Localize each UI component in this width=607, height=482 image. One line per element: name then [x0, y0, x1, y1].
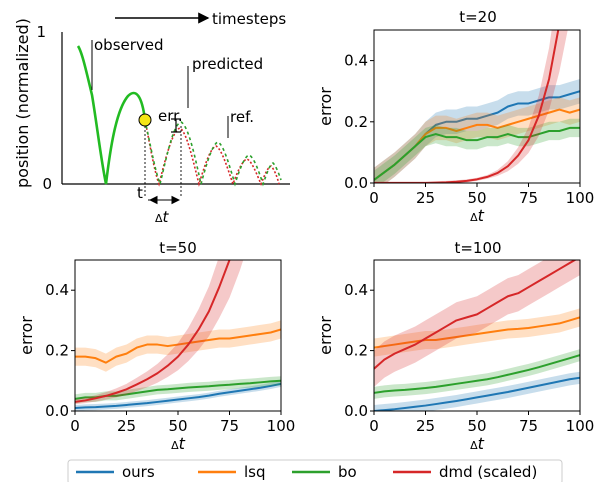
x-tick-label: 100	[566, 417, 595, 435]
y-tick-label: 0.0	[344, 174, 368, 192]
y-axis-label: error	[17, 316, 36, 355]
y-tick-label: 0.4	[344, 281, 368, 299]
lsq-line	[75, 328, 281, 364]
chart-title: t=20	[459, 8, 497, 26]
x-tick-label: 0	[70, 417, 80, 435]
ours-line	[75, 382, 281, 409]
dmd-band	[75, 260, 244, 405]
delta-t-label: Δt	[155, 208, 170, 226]
chart-title: t=100	[454, 239, 501, 257]
bo-line	[374, 126, 580, 181]
x-tick-label: 50	[467, 417, 486, 435]
x-tick-label: 25	[416, 189, 435, 207]
timesteps-label: timesteps	[212, 10, 286, 28]
y-tick-label: 0.2	[45, 342, 69, 360]
lsq-band	[75, 320, 281, 372]
legend-label-bo: bo	[338, 463, 357, 481]
ref-label: ref.	[230, 108, 254, 126]
y-axis-label: error	[316, 316, 335, 355]
bo-band	[374, 349, 580, 399]
y-tick-label: 0.0	[45, 402, 69, 420]
legend-label-dmd: dmd (scaled)	[439, 463, 537, 481]
bo-band	[374, 118, 580, 183]
schematic-ytick-top: 1	[36, 23, 46, 41]
x-tick-label: 0	[369, 189, 379, 207]
x-axis-label: Δt	[470, 434, 485, 453]
x-tick-label: 75	[519, 189, 538, 207]
y-axis-label: error	[316, 87, 335, 126]
legend: ours lsq bo dmd (scaled)	[67, 459, 563, 482]
observed-label: observed	[94, 36, 164, 54]
ours-line	[374, 376, 580, 411]
x-tick-label: 50	[467, 189, 486, 207]
observed-trajectory	[76, 45, 147, 185]
x-tick-label: 25	[117, 417, 136, 435]
y-tick-label: 0.2	[344, 342, 368, 360]
chart-title: t=50	[159, 239, 197, 257]
ours-band	[75, 380, 281, 411]
t-label: t	[137, 184, 143, 202]
chart-panel-t20: 0 25 50 75 100 0.0 0.2 0.4 t=20 error Δt	[316, 8, 595, 225]
dmd-band	[374, 260, 580, 387]
legend-label-ours: ours	[122, 463, 155, 481]
y-tick-label: 0.2	[344, 113, 368, 131]
predicted-label: predicted	[192, 55, 263, 73]
schematic-panel: 1 0 position (normalized) timesteps obse…	[13, 10, 290, 226]
lsq-band	[374, 308, 580, 357]
y-tick-label: 0.4	[45, 281, 69, 299]
x-tick-label: 100	[566, 189, 595, 207]
dmd-line	[75, 260, 231, 403]
chart-panel-t50: 0 25 50 75 100 0.0 0.2 0.4 t=50 error Δt	[17, 239, 296, 453]
x-tick-label: 25	[416, 417, 435, 435]
y-tick-label: 0.4	[344, 52, 368, 70]
x-tick-label: 75	[220, 417, 239, 435]
ball-marker	[138, 113, 152, 127]
plot-area	[374, 260, 580, 411]
legend-label-lsq: lsq	[244, 463, 266, 481]
bo-line	[374, 354, 580, 394]
err-label: err.	[158, 107, 183, 125]
plot-area	[75, 260, 281, 411]
plot-area	[374, 30, 580, 183]
schematic-ylabel: position (normalized)	[13, 18, 32, 188]
x-axis-label: Δt	[470, 206, 485, 225]
ours-band	[374, 371, 580, 411]
chart-panel-t100: 0 25 50 75 100 0.0 0.2 0.4 t=100 error Δt	[316, 239, 594, 453]
reference-trajectory	[144, 119, 282, 187]
x-axis-label: Δt	[171, 434, 186, 453]
dmd-line	[374, 260, 577, 370]
x-tick-label: 100	[267, 417, 296, 435]
ours-band	[374, 78, 580, 183]
y-tick-label: 0.0	[344, 402, 368, 420]
lsq-line	[374, 108, 580, 181]
dmd-line	[374, 30, 560, 183]
lsq-line	[374, 316, 580, 349]
predicted-trajectory	[144, 119, 280, 187]
schematic-ytick-bottom: 0	[42, 175, 52, 193]
x-tick-label: 75	[519, 417, 538, 435]
bo-band	[75, 376, 281, 404]
x-tick-label: 0	[369, 417, 379, 435]
x-tick-label: 50	[168, 417, 187, 435]
